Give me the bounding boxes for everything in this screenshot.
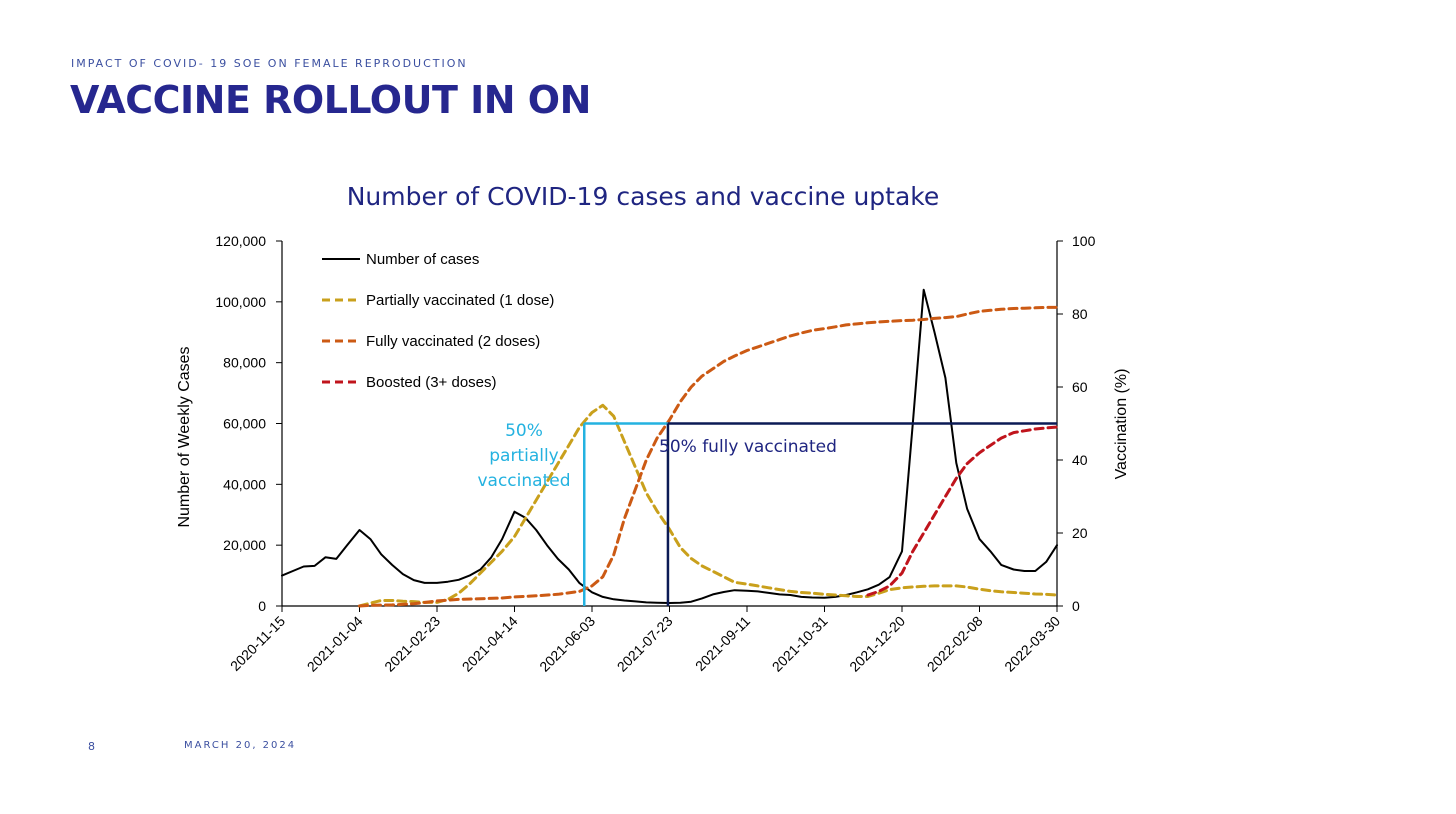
x-tick-label: 2021-12-20 xyxy=(846,613,908,675)
x-tick-label: 2021-02-23 xyxy=(381,613,443,675)
footer-date: MARCH 20, 2024 xyxy=(184,740,297,751)
y-tick-label: 40,000 xyxy=(223,476,266,492)
annotation-partial-label: partially xyxy=(489,446,559,466)
y2-tick-label: 0 xyxy=(1072,598,1080,614)
legend-label-3: Fully vaccinated (2 doses) xyxy=(366,333,540,350)
annotation-full-label: 50% fully vaccinated xyxy=(659,437,837,457)
y2-tick-label: 20 xyxy=(1072,525,1088,541)
chart-annotations: 50% partially vaccinated 50% fully vaccinat… xyxy=(477,421,1057,606)
series-line-1 xyxy=(281,288,1058,604)
y-tick-label: 100,000 xyxy=(215,294,266,310)
y-axis-title: Number of Weekly Cases xyxy=(176,346,193,527)
x-tick-label: 2021-07-23 xyxy=(614,613,676,675)
series-line-4 xyxy=(866,425,1059,597)
legend-label-1: Number of cases xyxy=(366,251,479,268)
chart-legend: Number of cases Partially vaccinated (1 d… xyxy=(322,251,554,391)
y-tick-label: 20,000 xyxy=(223,537,266,553)
annotation-partial-label: vaccinated xyxy=(477,471,570,491)
y-tick-label: 60,000 xyxy=(223,416,266,432)
series-line-3 xyxy=(358,305,1059,608)
y2-tick-label: 60 xyxy=(1072,379,1088,395)
chart-title: Number of COVID-19 cases and vaccine upt… xyxy=(347,182,940,211)
x-tick-label: 2021-04-14 xyxy=(459,613,521,675)
page-number: 8 xyxy=(88,740,95,753)
x-tick-label: 2021-10-31 xyxy=(769,613,831,675)
x-tick-label: 2021-06-03 xyxy=(536,613,598,675)
y-tick-label: 80,000 xyxy=(223,355,266,371)
annotation-partial-label: 50% xyxy=(505,421,543,441)
x-tick-label: 2022-02-08 xyxy=(924,613,986,675)
slide-eyebrow: IMPACT OF COVID- 19 SOE ON FEMALE REPROD… xyxy=(71,57,468,70)
chart-axes: 0 20,000 40,000 60,000 80,000 100,000 120,000 0… xyxy=(215,233,1095,675)
x-tick-label: 2021-09-11 xyxy=(692,613,753,674)
y-tick-label: 0 xyxy=(258,598,266,614)
y2-axis-title: Vaccination (%) xyxy=(1113,369,1130,480)
y-tick-label: 120,000 xyxy=(215,233,266,249)
y2-tick-label: 40 xyxy=(1072,452,1088,468)
legend-label-4: Boosted (3+ doses) xyxy=(366,374,497,391)
series-line-2 xyxy=(358,403,1059,608)
x-tick-label: 2021-01-04 xyxy=(304,613,366,675)
x-tick-label: 2020-11-15 xyxy=(227,613,288,674)
slide-title: VACCINE ROLLOUT IN ON xyxy=(70,78,591,122)
x-tick-label: 2022-03-30 xyxy=(1001,613,1063,675)
y2-tick-label: 100 xyxy=(1072,233,1096,249)
chart-series xyxy=(281,288,1059,608)
y2-tick-label: 80 xyxy=(1072,306,1088,322)
legend-label-2: Partially vaccinated (1 dose) xyxy=(366,292,554,309)
